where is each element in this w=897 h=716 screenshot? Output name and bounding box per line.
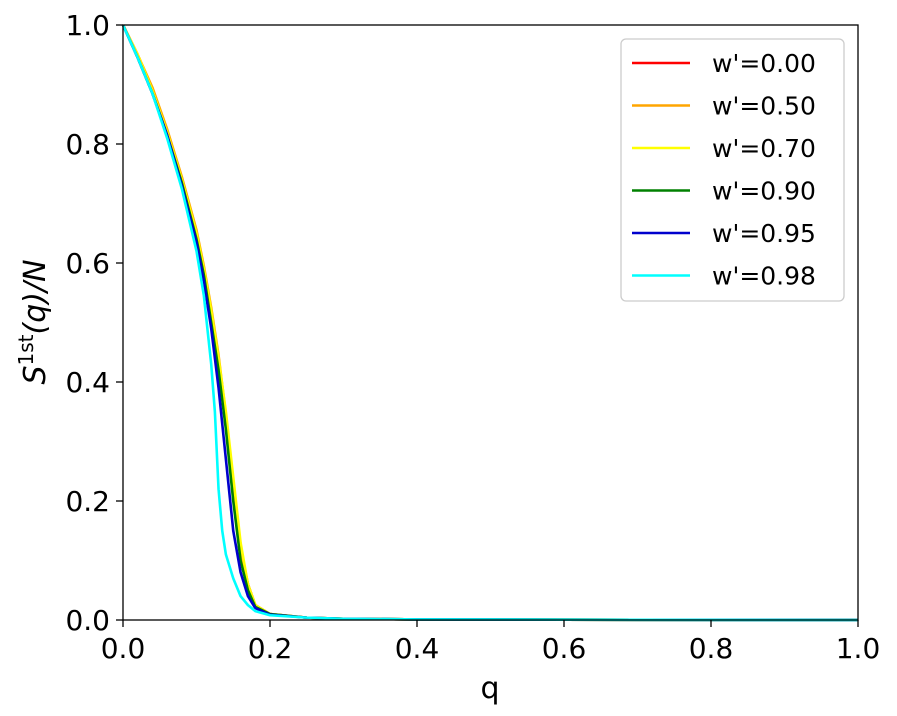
y-axis-label: S1st(q)/N	[14, 259, 53, 384]
legend-items: w'=0.00 w'=0.50 w'=0.70 w'=0.90 w'=0.95 w'=0.…	[632, 49, 816, 291]
plot-frame	[122, 24, 859, 621]
x-tick-label: 0.6	[542, 632, 587, 665]
series-line-5	[121, 24, 859, 622]
y-axis-label-rest: (q)/N	[18, 259, 53, 334]
legend-label-5: w'=0.98	[712, 262, 816, 291]
legend-label-3: w'=0.90	[712, 177, 816, 206]
y-tick-label: 1.0	[65, 9, 110, 42]
x-axis-label: q	[480, 671, 499, 706]
y-axis-label-superscript: 1st	[14, 334, 38, 365]
y-axis-label-base: S	[18, 365, 53, 384]
x-tick-label: 0.4	[395, 632, 440, 665]
y-tick-label: 0.6	[65, 247, 110, 280]
x-tick-label: 1.0	[836, 632, 881, 665]
legend-label-4: w'=0.95	[712, 219, 816, 248]
legend-label-1: w'=0.50	[712, 92, 816, 121]
x-tick-label: 0.8	[689, 632, 734, 665]
x-tick-label: 0.2	[248, 632, 293, 665]
y-tick-label: 0.2	[65, 485, 110, 518]
y-axis-ticks: 0.0 0.2 0.4 0.6 0.8 1.0	[65, 9, 123, 637]
x-tick-label: 0.0	[101, 632, 146, 665]
y-tick-label: 0.0	[65, 604, 110, 637]
plot-lines	[121, 24, 859, 622]
legend-label-0: w'=0.00	[712, 49, 816, 78]
x-axis-ticks: 0.0 0.2 0.4 0.6 0.8 1.0	[101, 620, 881, 665]
y-tick-label: 0.8	[65, 128, 110, 161]
legend: w'=0.00 w'=0.50 w'=0.70 w'=0.90 w'=0.95 w'=0.…	[620, 38, 845, 302]
y-tick-label: 0.4	[65, 366, 110, 399]
legend-label-2: w'=0.70	[712, 134, 816, 163]
